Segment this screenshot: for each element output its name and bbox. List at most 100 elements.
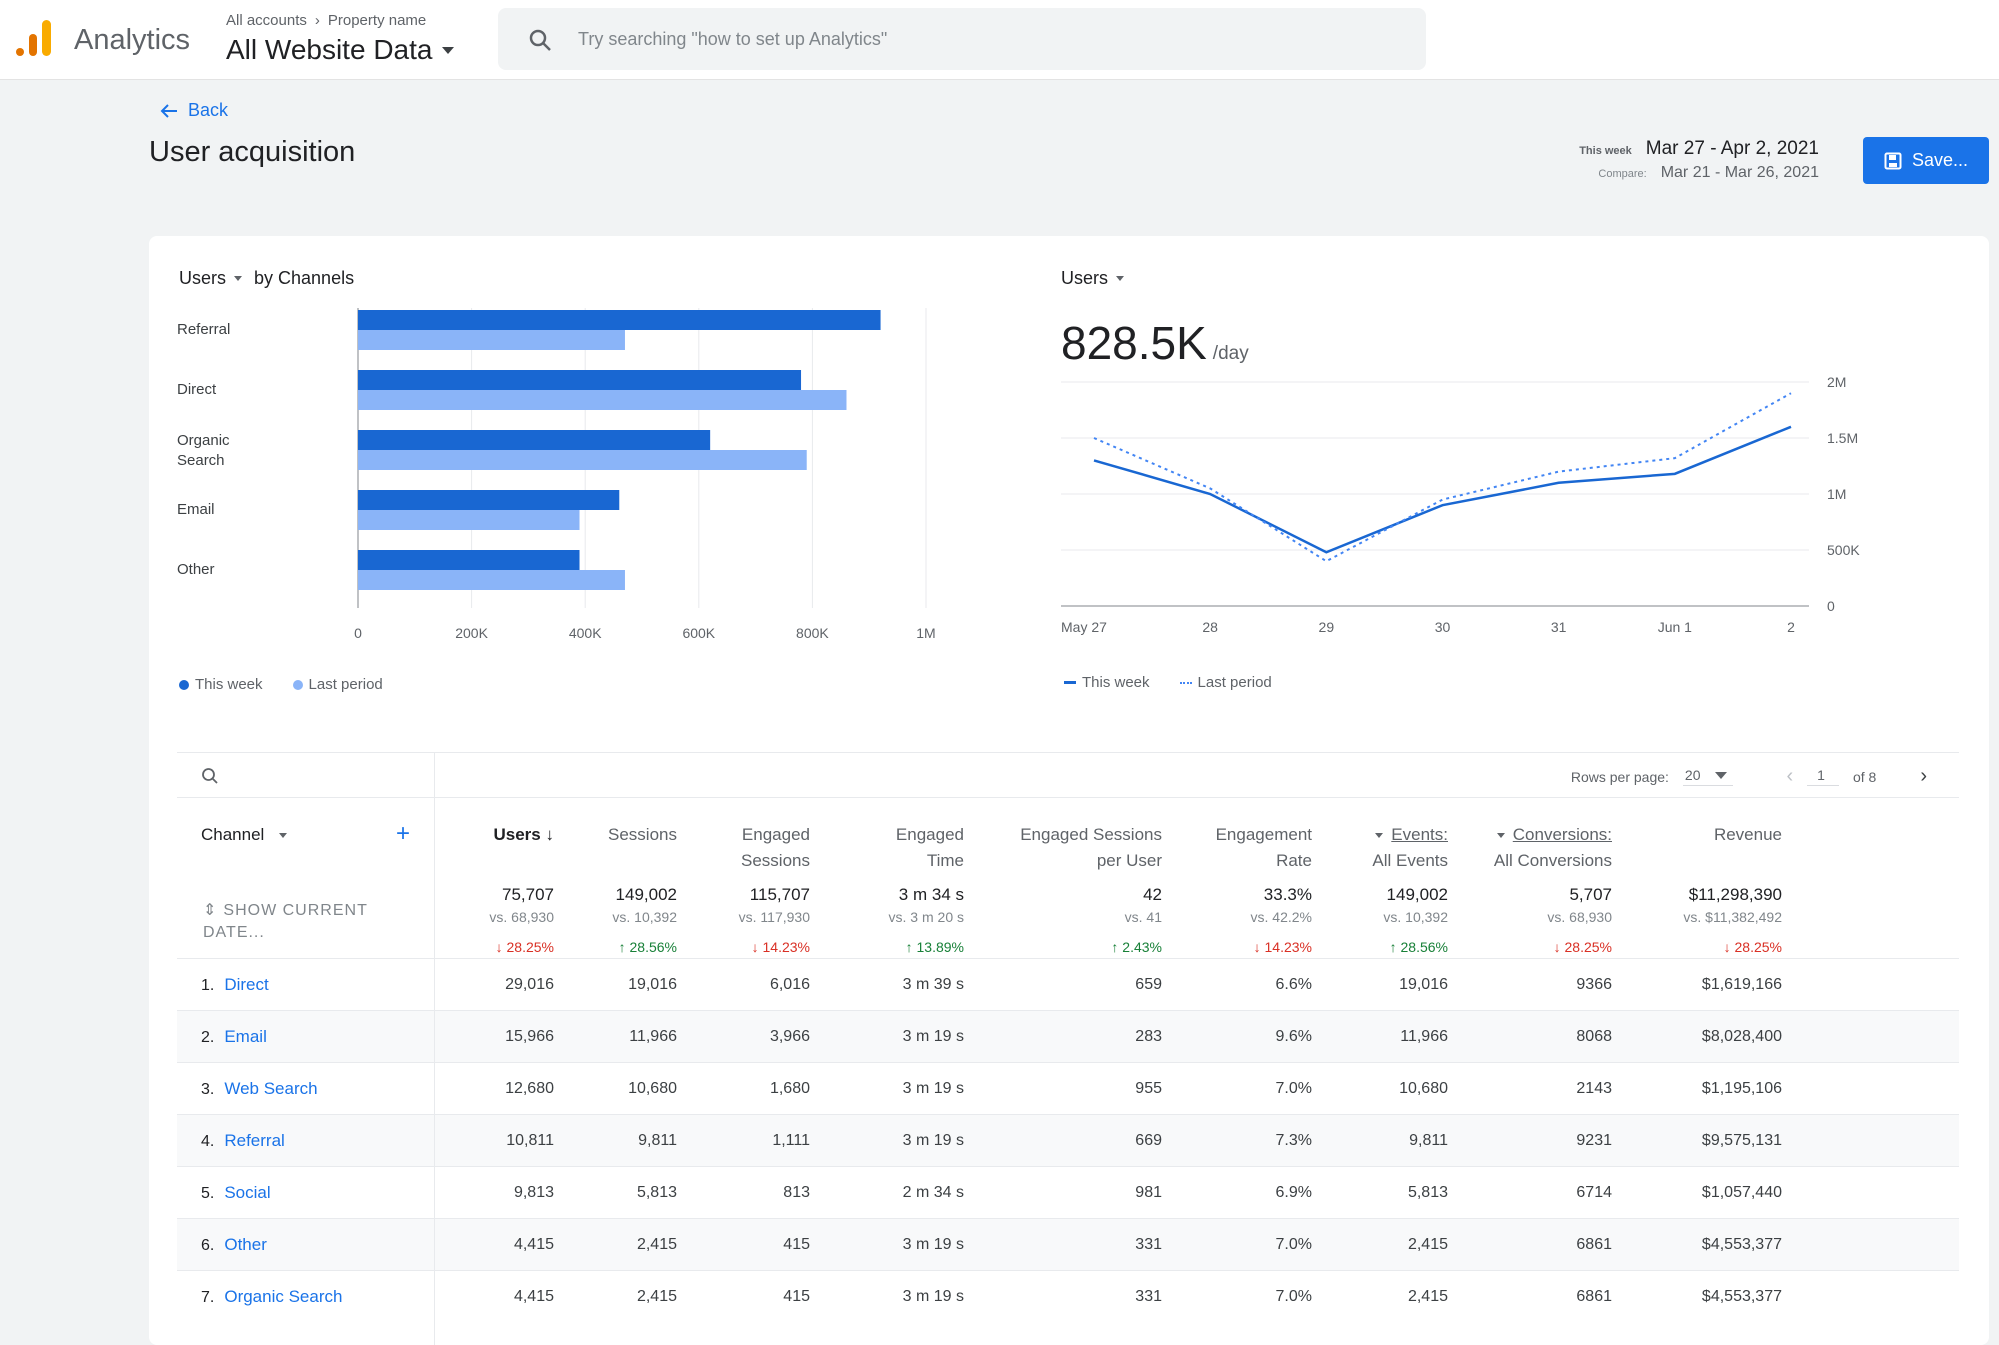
legend-last-period[interactable]: Last period (292, 676, 383, 693)
col-header-conversions[interactable]: Conversions: All Conversions (1448, 798, 1612, 874)
metric-cell: 9,811 (554, 1114, 677, 1167)
line-chart-legend: This week Last period (1064, 674, 1272, 691)
bar-last-period[interactable] (358, 330, 625, 350)
bar-last-period[interactable] (358, 510, 580, 530)
channel-link[interactable]: Social (224, 1182, 271, 1202)
total-delta: ↓ 14.23% (1253, 939, 1312, 955)
channel-link[interactable]: Organic Search (224, 1286, 343, 1306)
back-label: Back (188, 100, 229, 120)
bar-this-week[interactable] (358, 310, 881, 330)
col-label: Sessions (741, 851, 810, 870)
legend-this-week[interactable]: This week (179, 676, 263, 693)
col-header-engagement-rate[interactable]: Engagement Rate (1162, 798, 1312, 874)
add-dimension-icon[interactable]: + (395, 820, 410, 847)
channel-header[interactable]: Channel + (177, 798, 434, 874)
channel-link[interactable]: Direct (224, 974, 269, 994)
bar-last-period[interactable] (358, 390, 847, 410)
save-button[interactable]: Save... (1863, 137, 1989, 184)
row-index: 2. (201, 1028, 215, 1046)
spacer-cell (1782, 1218, 1959, 1271)
metric-cell: 3 m 19 s (810, 1062, 964, 1115)
caret-down-icon[interactable] (279, 833, 288, 839)
legend-this-week[interactable]: This week (1064, 674, 1150, 691)
property-selector[interactable]: All Website Data (226, 34, 455, 66)
bar-last-period[interactable] (358, 570, 625, 590)
show-current-date-toggle[interactable]: ⇕ SHOW CURRENT DATE... (177, 874, 434, 959)
bar-this-week[interactable] (358, 550, 580, 570)
total-value: $11,298,390 (1688, 885, 1782, 904)
channel-cell: 5. Social (177, 1166, 434, 1219)
back-link[interactable]: Back (160, 100, 228, 121)
metric-cell: 6861 (1448, 1270, 1612, 1323)
total-compare: vs. 117,930 (738, 909, 810, 925)
bar-this-week[interactable] (358, 430, 711, 450)
spacer-cell (1782, 1114, 1959, 1167)
col-header-engaged-sessions-per-user[interactable]: Engaged Sessions per User (964, 798, 1162, 874)
rows-per-page-value: 20 (1684, 767, 1701, 783)
caret-down-icon[interactable] (1116, 276, 1125, 281)
table-row: 7. Organic Search 4,415 2,415 415 3 m 19 s 331… (177, 1270, 1959, 1323)
channel-link[interactable]: Referral (224, 1130, 285, 1150)
legend-dot-icon (179, 679, 189, 690)
metric-cell: 10,680 (554, 1062, 677, 1115)
caret-down-icon[interactable] (1496, 833, 1505, 839)
series-line-last-period (1093, 392, 1792, 563)
line-chart-title: Users (1061, 268, 1125, 289)
rows-per-page-select[interactable]: 20 (1682, 767, 1733, 786)
search-bar[interactable] (498, 8, 1426, 70)
caret-down-icon[interactable] (234, 276, 243, 281)
channel-link[interactable]: Other (224, 1234, 267, 1254)
search-icon[interactable] (201, 767, 219, 785)
caret-down-icon (1714, 771, 1727, 779)
total-value: 75,707 (502, 885, 554, 904)
line-metric-selector[interactable]: Users (1061, 268, 1109, 288)
save-icon (1884, 152, 1902, 169)
metric-cell: 6,016 (677, 958, 810, 1011)
metric-cell: 2,415 (1312, 1270, 1448, 1323)
row-index: 3. (201, 1080, 215, 1098)
total-compare: vs. $11,382,492 (1683, 909, 1782, 925)
total-cell: 33.3% vs. 42.2% ↓ 14.23% (1162, 874, 1312, 959)
breadcrumb-property[interactable]: Property name (327, 12, 427, 29)
table-row: 3. Web Search 12,680 10,680 1,680 3 m 19 s 955… (177, 1062, 1959, 1115)
col-header-events[interactable]: Events: All Events (1312, 798, 1448, 874)
breadcrumb[interactable]: All accounts › Property name (226, 12, 426, 29)
chevron-left-icon[interactable]: ‹ (1786, 765, 1794, 787)
col-header-revenue[interactable]: Revenue (1612, 798, 1782, 874)
total-compare: vs. 42.2% (1250, 909, 1312, 925)
bar-this-week[interactable] (358, 490, 620, 510)
col-header-engaged-sessions[interactable]: Engaged Sessions (677, 798, 810, 874)
col-header-engaged-time[interactable]: Engaged Time (810, 798, 964, 874)
chevron-right-icon[interactable]: › (1920, 765, 1927, 787)
table-toolbar: Rows per page: 20 ‹ 1 of 8 › (177, 752, 1959, 798)
table-row: 5. Social 9,813 5,813 813 2 m 34 s 981 6.9% 5,81… (177, 1166, 1959, 1219)
metric-cell: 2,415 (554, 1218, 677, 1271)
channel-link[interactable]: Web Search (224, 1078, 318, 1098)
save-label: Save... (1911, 150, 1969, 170)
search-input[interactable] (578, 22, 1398, 56)
page-number-input[interactable]: 1 (1807, 767, 1839, 786)
x-tick-label: 1M (916, 625, 935, 641)
bar-this-week[interactable] (358, 370, 802, 390)
metric-cell: 12,680 (434, 1062, 554, 1115)
y-tick-label: 0 (1827, 598, 1835, 614)
channel-link[interactable]: Email (224, 1026, 267, 1046)
breadcrumb-all-accounts[interactable]: All accounts (226, 12, 307, 29)
page-count: of 8 (1852, 768, 1877, 785)
total-value: 42 (1143, 885, 1162, 904)
headline-value: 828.5K (1061, 317, 1207, 369)
pagination: Rows per page: 20 ‹ 1 of 8 › (1571, 765, 1927, 788)
col-header-sessions[interactable]: Sessions (554, 798, 677, 874)
caret-down-icon[interactable] (1375, 833, 1384, 839)
bar-last-period[interactable] (358, 450, 807, 470)
metric-cell: 331 (964, 1270, 1162, 1323)
date-range-picker[interactable]: This week Mar 27 - Apr 2, 2021 Compare: … (1579, 138, 1819, 182)
total-cell: 149,002 vs. 10,392 ↑ 28.56% (1312, 874, 1448, 959)
col-header-users[interactable]: Users ↓ (434, 798, 555, 874)
legend-last-period[interactable]: Last period (1179, 674, 1272, 691)
bar-chart-title: Users by Channels (179, 268, 354, 289)
total-cell: 115,707 vs. 117,930 ↓ 14.23% (677, 874, 810, 959)
bar-metric-selector[interactable]: Users (179, 268, 227, 288)
compare-label: Compare: (1598, 168, 1647, 180)
channel-cell: 1. Direct (177, 958, 434, 1011)
